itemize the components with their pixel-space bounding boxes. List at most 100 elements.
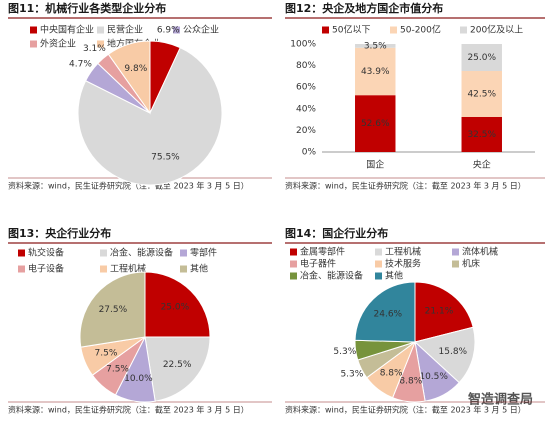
legend-swatch (290, 248, 297, 256)
data-label: 27.5% (99, 305, 128, 315)
x-tick-label: 央企 (473, 159, 491, 171)
data-label: 3.1% (83, 44, 106, 54)
legend-swatch (375, 260, 382, 268)
legend-label: 其他 (385, 270, 403, 282)
legend-label: 零部件 (190, 247, 217, 259)
legend-label: 电子设备 (28, 263, 64, 275)
legend-swatch (180, 249, 187, 257)
legend-swatch (390, 26, 397, 34)
pie-slice (144, 271, 211, 338)
legend-swatch (18, 249, 25, 257)
data-label: 10.5% (419, 372, 448, 382)
bar-segment (461, 71, 502, 117)
y-tick-label: 80% (296, 61, 316, 71)
legend-swatch (30, 40, 37, 48)
pie-slice (77, 46, 223, 186)
data-label: 3.5% (364, 41, 387, 51)
legend-swatch (452, 248, 459, 256)
legend-label: 民营企业 (107, 24, 143, 36)
data-label: 43.9% (361, 67, 390, 77)
legend-swatch (290, 272, 297, 280)
data-label: 24.6% (374, 310, 403, 320)
legend-label: 中央国有企业 (40, 24, 94, 36)
legend-swatch (97, 40, 104, 48)
bar-segment (355, 95, 396, 152)
legend-swatch (460, 26, 467, 34)
legend-label: 外资企业 (40, 38, 76, 50)
legend-swatch (375, 272, 382, 280)
legend-swatch (180, 265, 187, 273)
legend-swatch (30, 26, 37, 34)
legend-swatch (97, 26, 104, 34)
source-note: 资料来源：wind，民生证券研究院（注：截至 2023 年 3 月 5 日） (8, 405, 249, 415)
legend-swatch (100, 265, 107, 273)
data-label: 22.5% (163, 360, 192, 370)
data-label: 5.3% (340, 370, 363, 380)
legend-label: 50-200亿 (400, 24, 441, 36)
source-note: 资料来源：wind，民生证券研究院（注：截至 2023 年 3 月 5 日） (285, 405, 526, 415)
y-tick-label: 40% (296, 104, 316, 114)
watermark: 智造调查局 (468, 392, 533, 408)
legend-swatch (18, 265, 25, 273)
data-label: 42.5% (467, 89, 496, 99)
bar-segment (355, 44, 396, 48)
chart-title: 图12：央企及地方国企市值分布 (285, 1, 443, 15)
data-label: 25.0% (467, 53, 496, 63)
legend-swatch (173, 26, 180, 34)
chart-title: 图11：机械行业各类型企业分布 (8, 1, 166, 15)
legend-swatch (375, 248, 382, 256)
data-label: 75.5% (151, 153, 180, 163)
data-label: 8.8% (380, 368, 403, 378)
legend-label: 技术服务 (385, 258, 421, 270)
pie-slice (354, 281, 416, 343)
pie-slice (413, 326, 476, 384)
legend-label: 50亿以下 (332, 24, 370, 36)
bar-segment (461, 116, 502, 152)
bar-segment (355, 47, 396, 96)
pie-slice (144, 336, 211, 402)
legend-swatch (452, 260, 459, 268)
data-label: 25.0% (161, 303, 190, 313)
x-tick-label: 国企 (366, 159, 384, 171)
data-label: 7.5% (95, 349, 118, 359)
data-label: 21.1% (425, 307, 454, 317)
legend-label: 公众企业 (183, 24, 219, 36)
legend-label: 机床 (462, 258, 480, 270)
legend-label: 电子器件 (300, 258, 336, 270)
legend-label: 工程机械 (110, 263, 146, 275)
chart-title: 图13：央企行业分布 (8, 226, 111, 240)
data-label: 9.8% (124, 64, 147, 74)
data-label: 4.7% (69, 60, 92, 70)
legend-label: 流体机械 (462, 246, 498, 258)
pie-slice (79, 271, 146, 348)
legend-label: 工程机械 (385, 246, 421, 258)
legend-label: 冶金、能源设备 (110, 247, 173, 259)
y-tick-label: 0% (302, 148, 317, 158)
data-label: 15.8% (439, 347, 468, 357)
y-tick-label: 100% (290, 40, 316, 50)
y-tick-label: 20% (296, 126, 316, 136)
chart-title: 图14：国企行业分布 (285, 226, 388, 240)
source-note: 资料来源：wind，民生证券研究院（注：截至 2023 年 3 月 5 日） (285, 181, 526, 191)
data-label: 10.0% (124, 374, 153, 384)
data-label: 8.8% (399, 376, 422, 386)
bar-segment (461, 44, 502, 71)
pie-slice (107, 40, 151, 115)
legend-label: 其他 (190, 263, 208, 275)
legend-label: 200亿及以上 (470, 24, 523, 36)
legend-swatch (322, 26, 329, 34)
data-label: 5.3% (333, 347, 356, 357)
legend-swatch (290, 260, 297, 268)
data-label: 32.5% (467, 130, 496, 140)
source-note: 资料来源：wind，民生证券研究院（注：截至 2023 年 3 月 5 日） (8, 181, 249, 191)
data-label: 6.9% (157, 26, 180, 36)
legend-swatch (100, 249, 107, 257)
legend-label: 轨交设备 (28, 247, 64, 259)
y-tick-label: 60% (296, 83, 316, 93)
data-label: 7.5% (106, 365, 129, 375)
pie-slice (414, 281, 474, 343)
data-label: 52.6% (361, 119, 390, 129)
legend-label: 金属零部件 (300, 246, 345, 258)
legend-label: 冶金、能源设备 (300, 270, 363, 282)
